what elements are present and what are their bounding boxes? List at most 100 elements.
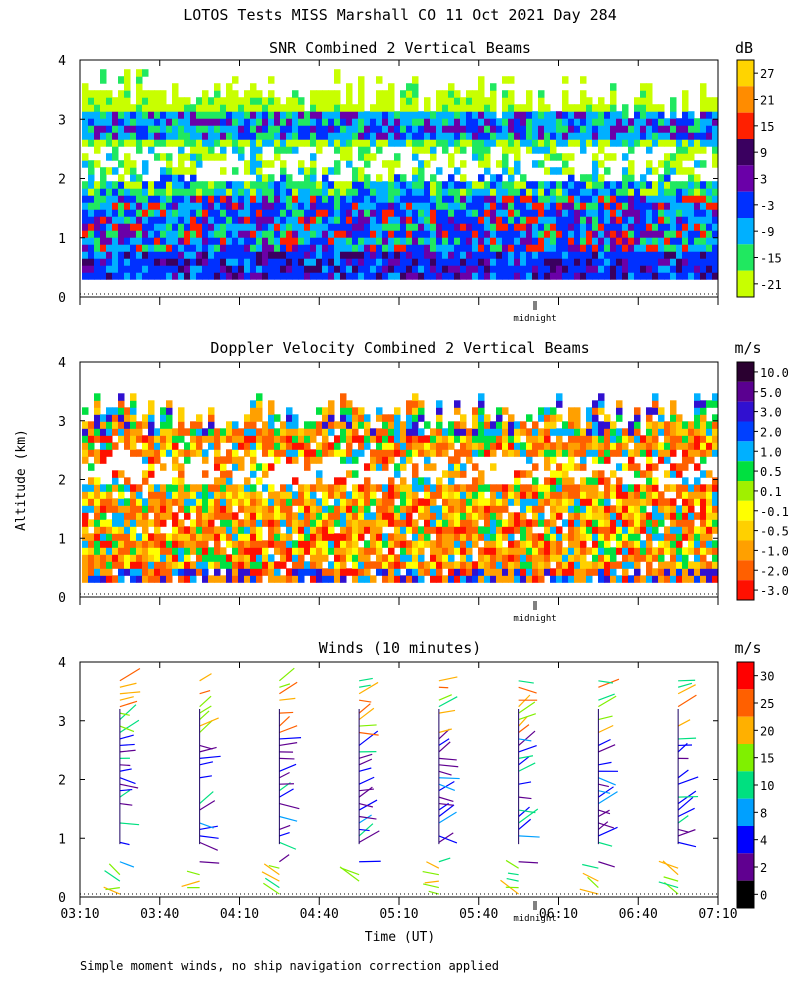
snr-cell xyxy=(622,258,629,266)
doppler-cell xyxy=(94,512,101,520)
snr-cell xyxy=(664,251,671,259)
snr-cell xyxy=(88,97,95,105)
doppler-cell xyxy=(124,547,131,555)
snr-cell xyxy=(646,90,653,98)
doppler-cell xyxy=(454,400,461,408)
doppler-cell xyxy=(556,547,563,555)
snr-cell xyxy=(478,251,485,259)
doppler-cell xyxy=(148,554,155,562)
doppler-cell xyxy=(586,519,593,527)
snr-cell xyxy=(268,132,275,140)
doppler-cell xyxy=(112,533,119,541)
doppler-cell xyxy=(520,575,527,583)
doppler-cell xyxy=(184,491,191,499)
snr-cell xyxy=(256,223,263,231)
doppler-cell xyxy=(208,421,215,429)
wind-barb xyxy=(518,738,532,742)
doppler-cell xyxy=(706,526,713,534)
doppler-cell xyxy=(376,526,383,534)
snr-cell xyxy=(700,104,707,112)
snr-cell xyxy=(526,188,533,196)
snr-cell xyxy=(484,160,491,168)
snr-cell xyxy=(694,272,701,280)
snr-cell xyxy=(268,216,275,224)
snr-cell xyxy=(358,237,365,245)
snr-cell xyxy=(202,258,209,266)
wind-barb xyxy=(278,716,290,727)
snr-cell xyxy=(322,223,329,231)
doppler-cell xyxy=(178,414,185,422)
doppler-cell xyxy=(658,498,665,506)
doppler-cell xyxy=(142,477,149,485)
snr-cell xyxy=(142,181,149,189)
doppler-cell xyxy=(184,456,191,464)
snr-cell xyxy=(688,139,695,147)
doppler-cell xyxy=(334,561,341,569)
snr-cell xyxy=(100,181,107,189)
snr-cell xyxy=(514,265,521,273)
snr-cell xyxy=(178,118,185,126)
wind-barb xyxy=(199,705,212,714)
doppler-cell xyxy=(622,463,629,471)
snr-cell xyxy=(262,139,269,147)
snr-cell xyxy=(130,188,137,196)
snr-cell xyxy=(184,251,191,259)
snr-cell xyxy=(514,209,521,217)
snr-cell xyxy=(442,181,449,189)
snr-cell xyxy=(706,125,713,133)
snr-cell xyxy=(448,202,455,210)
doppler-cell xyxy=(118,400,125,408)
snr-cell xyxy=(148,244,155,252)
snr-cell xyxy=(196,132,203,140)
doppler-cell xyxy=(346,547,353,555)
doppler-cell xyxy=(538,575,545,583)
doppler-cell xyxy=(88,491,95,499)
doppler-cell xyxy=(340,547,347,555)
snr-cell xyxy=(358,272,365,280)
snr-cell xyxy=(550,195,557,203)
snr-cell xyxy=(106,251,113,259)
snr-cell xyxy=(562,251,569,259)
snr-cell xyxy=(670,251,677,259)
doppler-cell xyxy=(112,470,119,478)
wind-barb xyxy=(263,863,280,876)
doppler-cell xyxy=(304,484,311,492)
doppler-cell xyxy=(562,477,569,485)
doppler-cell xyxy=(382,428,389,436)
snr-cell xyxy=(364,258,371,266)
snr-cell xyxy=(472,202,479,210)
snr-cell xyxy=(220,125,227,133)
snr-cell xyxy=(304,195,311,203)
doppler-cell xyxy=(532,540,539,548)
snr-cell xyxy=(592,167,599,175)
wind-profile xyxy=(103,667,141,895)
doppler-cell xyxy=(598,512,605,520)
snr-cell xyxy=(466,195,473,203)
snr-cell xyxy=(544,188,551,196)
snr-cell xyxy=(682,209,689,217)
snr-cell xyxy=(694,251,701,259)
snr-cell xyxy=(166,153,173,161)
doppler-cell xyxy=(184,449,191,457)
snr-cell xyxy=(514,181,521,189)
snr-cell xyxy=(406,118,413,126)
doppler-cell xyxy=(454,568,461,576)
snr-cell xyxy=(136,195,143,203)
snr-cell xyxy=(226,223,233,231)
snr-cell xyxy=(604,216,611,224)
doppler-cell xyxy=(214,568,221,576)
snr-cell xyxy=(622,118,629,126)
doppler-cell xyxy=(292,547,299,555)
snr-cell xyxy=(418,132,425,140)
snr-cell xyxy=(358,90,365,98)
doppler-cell xyxy=(154,491,161,499)
snr-cell xyxy=(346,139,353,147)
doppler-cell xyxy=(310,435,317,443)
snr-cell xyxy=(232,104,239,112)
doppler-cell xyxy=(340,512,347,520)
doppler-cell xyxy=(94,491,101,499)
doppler-cell xyxy=(202,533,209,541)
snr-cell xyxy=(496,174,503,182)
snr-cell xyxy=(178,244,185,252)
doppler-cell xyxy=(676,568,683,576)
